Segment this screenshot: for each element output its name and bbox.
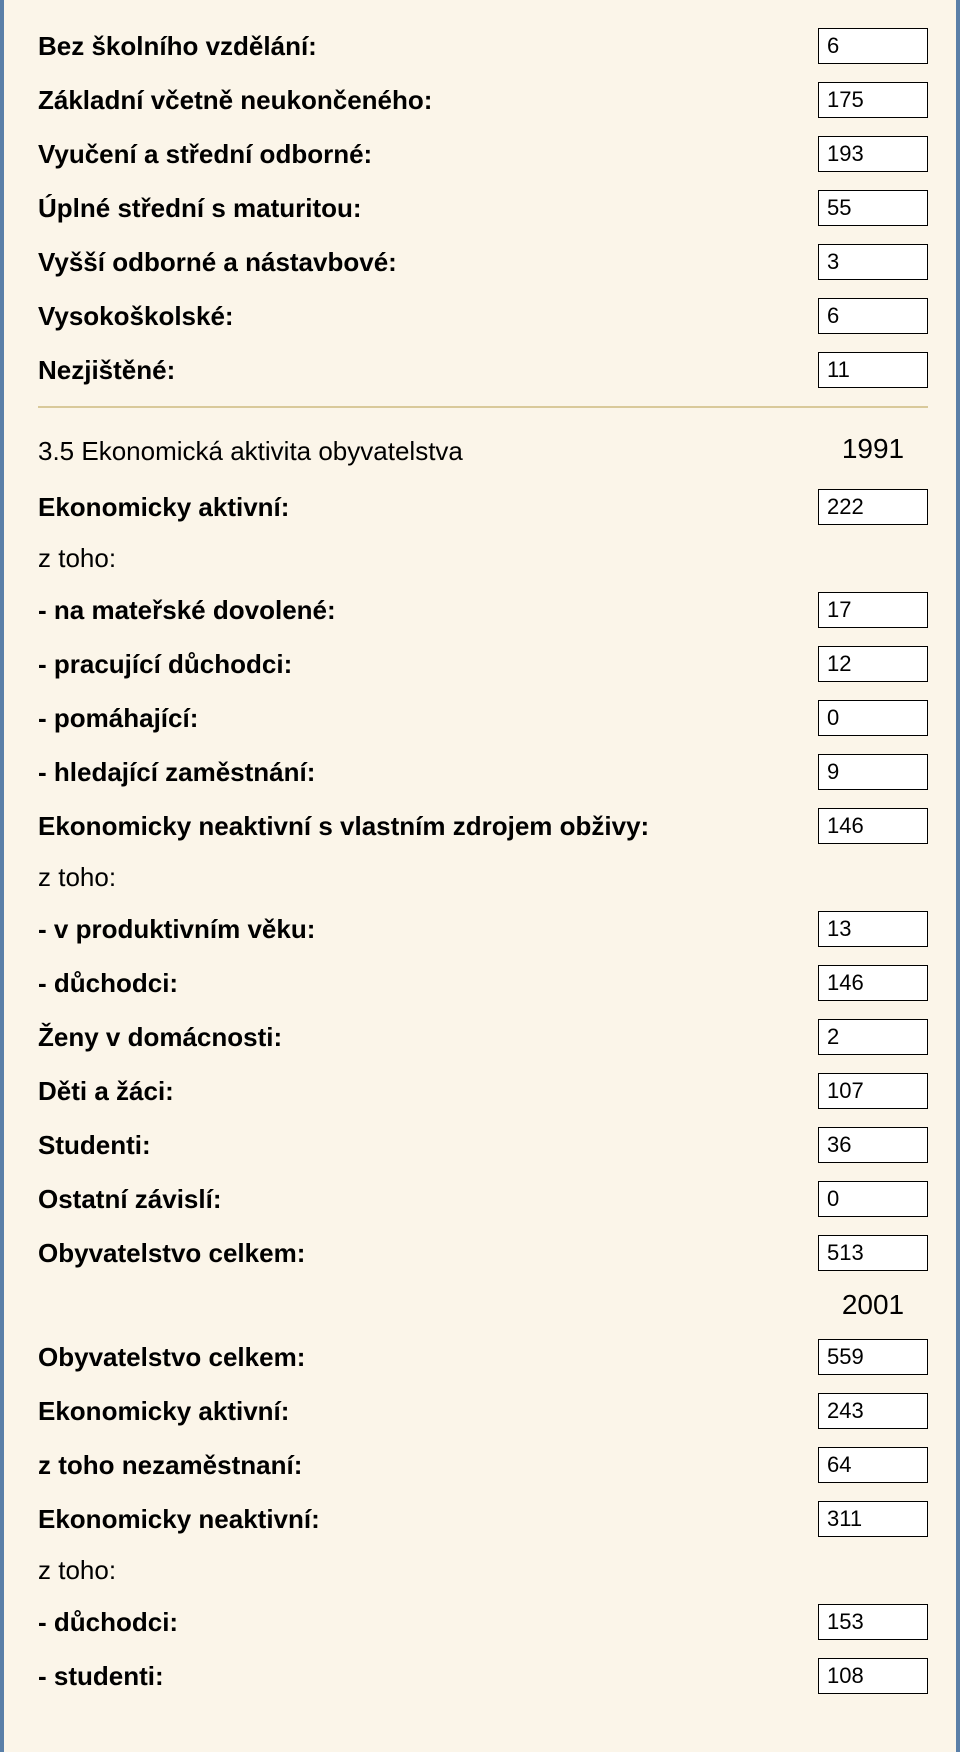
value-ekon-neaktivni2: 311 <box>818 1501 928 1537</box>
label-nezjistene: Nezjištěné: <box>38 355 818 386</box>
row-duchodci1: - důchodci: 146 <box>38 965 928 1001</box>
row-zeny: Ženy v domácnosti: 2 <box>38 1019 928 1055</box>
row-studenti1: Studenti: 36 <box>38 1127 928 1163</box>
row-vysokoskolske: Vysokoškolské: 6 <box>38 298 928 334</box>
label-vyssi-odborne: Vyšší odborné a nástavbové: <box>38 247 818 278</box>
row-produktivni: - v produktivním věku: 13 <box>38 911 928 947</box>
label-produktivni: - v produktivním věku: <box>38 914 818 945</box>
value-uplne-stredni: 55 <box>818 190 928 226</box>
row-materska: - na mateřské dovolené: 17 <box>38 592 928 628</box>
value-duchodci2: 153 <box>818 1604 928 1640</box>
value-ekon-neaktivni: 146 <box>818 808 928 844</box>
label-zakladni: Základní včetně neukončeného: <box>38 85 818 116</box>
label-ztoho2: z toho: <box>38 862 928 893</box>
value-vysokoskolske: 6 <box>818 298 928 334</box>
label-uplne-stredni: Úplné střední s maturitou: <box>38 193 818 224</box>
label-ostatni: Ostatní závislí: <box>38 1184 818 1215</box>
value-duchodci1: 146 <box>818 965 928 1001</box>
row-ekon-neaktivni2: Ekonomicky neaktivní: 311 <box>38 1501 928 1537</box>
label-bez-skolniho: Bez školního vzdělání: <box>38 31 818 62</box>
label-materska: - na mateřské dovolené: <box>38 595 818 626</box>
row-obyv-celkem1: Obyvatelstvo celkem: 513 <box>38 1235 928 1271</box>
section2-title: 3.5 Ekonomická aktivita obyvatelstva <box>38 436 463 467</box>
row-studenti2: - studenti: 108 <box>38 1658 928 1694</box>
year2-row: 2001 <box>38 1289 928 1321</box>
row-bez-skolniho: Bez školního vzdělání: 6 <box>38 28 928 64</box>
row-ekon-aktivni: Ekonomicky aktivní: 222 <box>38 489 928 525</box>
label-deti: Děti a žáci: <box>38 1076 818 1107</box>
label-obyv-celkem1: Obyvatelstvo celkem: <box>38 1238 818 1269</box>
label-duchodci1: - důchodci: <box>38 968 818 999</box>
label-ekon-neaktivni2: Ekonomicky neaktivní: <box>38 1504 818 1535</box>
section2-header: 3.5 Ekonomická aktivita obyvatelstva 199… <box>38 426 928 471</box>
value-hledajici: 9 <box>818 754 928 790</box>
value-studenti2: 108 <box>818 1658 928 1694</box>
label-ekon-aktivni2: Ekonomicky aktivní: <box>38 1396 818 1427</box>
row-ztoho2: z toho: <box>38 862 928 893</box>
year-1991: 1991 <box>818 433 928 465</box>
label-nezamestnani: z toho nezaměstnaní: <box>38 1450 818 1481</box>
row-ekon-aktivni2: Ekonomicky aktivní: 243 <box>38 1393 928 1429</box>
value-vyssi-odborne: 3 <box>818 244 928 280</box>
row-ztoho1: z toho: <box>38 543 928 574</box>
value-pomahajici: 0 <box>818 700 928 736</box>
row-obyv-celkem2: Obyvatelstvo celkem: 559 <box>38 1339 928 1375</box>
value-ekon-aktivni2: 243 <box>818 1393 928 1429</box>
label-vyuceni: Vyučení a střední odborné: <box>38 139 818 170</box>
label-ztoho3: z toho: <box>38 1555 928 1586</box>
row-ztoho3: z toho: <box>38 1555 928 1586</box>
value-produktivni: 13 <box>818 911 928 947</box>
label-ekon-aktivni: Ekonomicky aktivní: <box>38 492 818 523</box>
label-hledajici: - hledající zaměstnání: <box>38 757 818 788</box>
value-vyuceni: 193 <box>818 136 928 172</box>
value-materska: 17 <box>818 592 928 628</box>
label-zeny: Ženy v domácnosti: <box>38 1022 818 1053</box>
year-2001: 2001 <box>818 1289 928 1321</box>
row-pracujici-duchodci: - pracující důchodci: 12 <box>38 646 928 682</box>
section-divider <box>38 406 928 408</box>
value-nezamestnani: 64 <box>818 1447 928 1483</box>
row-pomahajici: - pomáhající: 0 <box>38 700 928 736</box>
row-nezjistene: Nezjištěné: 11 <box>38 352 928 388</box>
value-deti: 107 <box>818 1073 928 1109</box>
label-studenti1: Studenti: <box>38 1130 818 1161</box>
row-duchodci2: - důchodci: 153 <box>38 1604 928 1640</box>
value-pracujici-duchodci: 12 <box>818 646 928 682</box>
row-vyssi-odborne: Vyšší odborné a nástavbové: 3 <box>38 244 928 280</box>
value-zeny: 2 <box>818 1019 928 1055</box>
row-nezamestnani: z toho nezaměstnaní: 64 <box>38 1447 928 1483</box>
value-bez-skolniho: 6 <box>818 28 928 64</box>
label-pomahajici: - pomáhající: <box>38 703 818 734</box>
value-obyv-celkem2: 559 <box>818 1339 928 1375</box>
row-ekon-neaktivni: Ekonomicky neaktivní s vlastním zdrojem … <box>38 808 928 844</box>
value-ekon-aktivni: 222 <box>818 489 928 525</box>
label-studenti2: - studenti: <box>38 1661 818 1692</box>
row-deti: Děti a žáci: 107 <box>38 1073 928 1109</box>
label-ztoho1: z toho: <box>38 543 928 574</box>
value-zakladni: 175 <box>818 82 928 118</box>
value-obyv-celkem1: 513 <box>818 1235 928 1271</box>
row-ostatni: Ostatní závislí: 0 <box>38 1181 928 1217</box>
value-ostatni: 0 <box>818 1181 928 1217</box>
page-container: Bez školního vzdělání: 6 Základní včetně… <box>0 0 960 1752</box>
row-uplne-stredni: Úplné střední s maturitou: 55 <box>38 190 928 226</box>
label-pracujici-duchodci: - pracující důchodci: <box>38 649 818 680</box>
label-ekon-neaktivni: Ekonomicky neaktivní s vlastním zdrojem … <box>38 811 818 842</box>
value-studenti1: 36 <box>818 1127 928 1163</box>
row-zakladni: Základní včetně neukončeného: 175 <box>38 82 928 118</box>
label-vysokoskolske: Vysokoškolské: <box>38 301 818 332</box>
value-nezjistene: 11 <box>818 352 928 388</box>
label-obyv-celkem2: Obyvatelstvo celkem: <box>38 1342 818 1373</box>
row-hledajici: - hledající zaměstnání: 9 <box>38 754 928 790</box>
label-duchodci2: - důchodci: <box>38 1607 818 1638</box>
row-vyuceni: Vyučení a střední odborné: 193 <box>38 136 928 172</box>
